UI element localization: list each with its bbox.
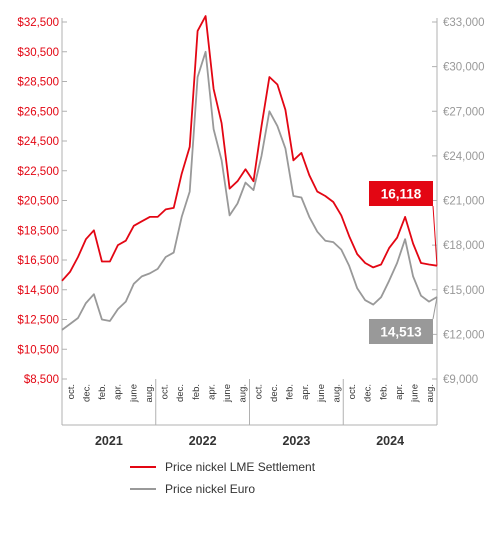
end-labels: 16,118 14,513 bbox=[369, 181, 438, 344]
right-axis-tick-label: €27,000 bbox=[443, 106, 485, 118]
x-axis-month-label: apr. bbox=[206, 384, 217, 400]
x-axis-month-label: june bbox=[316, 384, 327, 403]
left-axis-tick-label: $28,500 bbox=[17, 77, 59, 89]
legend-item-euro: Price nickel Euro bbox=[130, 478, 315, 500]
x-axis-month-label: aug. bbox=[144, 384, 155, 403]
x-axis-month-label: apr. bbox=[113, 384, 124, 400]
x-axis-month-label: june bbox=[222, 384, 233, 403]
x-axis-month-label: june bbox=[410, 384, 421, 403]
x-axis-month-label: dec. bbox=[269, 384, 280, 402]
left-axis-tick-label: $18,500 bbox=[17, 225, 59, 237]
x-axis-month-label: dec. bbox=[81, 384, 92, 402]
x-axis-month-label: june bbox=[128, 384, 139, 403]
end-label-euro: 14,513 bbox=[380, 325, 422, 340]
left-axis-tick-label: $32,500 bbox=[17, 17, 59, 29]
series-line-euro bbox=[61, 50, 438, 331]
x-axis-month-label: oct. bbox=[66, 384, 77, 399]
legend-label-lme: Price nickel LME Settlement bbox=[165, 460, 316, 474]
x-axis-month-label: dec. bbox=[363, 384, 374, 402]
x-axis-month-label: oct. bbox=[347, 384, 358, 399]
x-axis-year-label: 2021 bbox=[95, 434, 123, 448]
right-axis-tick-label: €33,000 bbox=[443, 17, 485, 29]
left-axis-tick-label: $30,500 bbox=[17, 47, 59, 59]
right-axis-tick-label: €12,000 bbox=[443, 329, 485, 341]
series-layer bbox=[61, 15, 438, 331]
x-axis-month-label: feb. bbox=[97, 384, 108, 400]
x-axis-month-label: aug. bbox=[425, 384, 436, 403]
left-axis-tick-label: $20,500 bbox=[17, 196, 59, 208]
right-axis-tick-label: €24,000 bbox=[443, 151, 485, 163]
legend-item-lme: Price nickel LME Settlement bbox=[130, 456, 315, 478]
x-axis-month-label: apr. bbox=[300, 384, 311, 400]
x-axis-year-label: 2023 bbox=[282, 434, 310, 448]
x-axis-month-label: oct. bbox=[253, 384, 264, 399]
series-line-lme-settlement bbox=[61, 15, 438, 282]
left-axis-tick-label: $14,500 bbox=[17, 285, 59, 297]
right-axis-tick-label: €18,000 bbox=[443, 240, 485, 252]
x-axis-month-label: oct. bbox=[160, 384, 171, 399]
x-axis-month-label: feb. bbox=[285, 384, 296, 400]
left-axis-tick-label: $8,500 bbox=[24, 374, 59, 386]
end-label-connector-euro bbox=[432, 296, 438, 320]
right-axis-tick-label: €30,000 bbox=[443, 62, 485, 74]
x-axis-month-label: dec. bbox=[175, 384, 186, 402]
left-axis-tick-label: $10,500 bbox=[17, 344, 59, 356]
x-axis-month-label: feb. bbox=[378, 384, 389, 400]
right-axis-tick-label: €21,000 bbox=[443, 196, 485, 208]
left-axis-tick-label: $26,500 bbox=[17, 106, 59, 118]
x-axis-year-label: 2024 bbox=[376, 434, 404, 448]
end-label-lme: 16,118 bbox=[381, 187, 422, 202]
x-axis-month-label: aug. bbox=[331, 384, 342, 403]
x-axis-month-label: aug. bbox=[238, 384, 249, 403]
end-label-box-lme bbox=[369, 181, 433, 206]
left-axis-tick-label: $22,500 bbox=[17, 166, 59, 178]
x-axis-month-label: apr. bbox=[394, 384, 405, 400]
left-axis: $8,500 $10,500 $12,500 $14,500 $16,500 $18,50… bbox=[17, 17, 67, 386]
left-axis-tick-label: $16,500 bbox=[17, 255, 59, 267]
legend-swatch-lme bbox=[130, 466, 156, 468]
end-label-box-euro bbox=[369, 319, 433, 344]
legend: Price nickel LME Settlement Price nickel… bbox=[130, 456, 315, 500]
right-axis: €9,000 €12,000 €15,000 €18,000 €21,000 €24,00… bbox=[432, 17, 485, 386]
left-axis-tick-label: $12,500 bbox=[17, 315, 59, 327]
left-axis-tick-label: $24,500 bbox=[17, 136, 59, 148]
x-axis-month-label: feb. bbox=[191, 384, 202, 400]
end-label-connector-lme bbox=[432, 205, 438, 266]
x-axis-year-label: 2022 bbox=[189, 434, 217, 448]
right-axis-tick-label: €15,000 bbox=[443, 285, 485, 297]
x-axis: oct. dec. feb. apr. june aug. oct. dec. feb. apr.… bbox=[61, 379, 438, 448]
legend-label-euro: Price nickel Euro bbox=[165, 482, 256, 496]
legend-swatch-euro bbox=[130, 488, 156, 490]
right-axis-tick-label: €9,000 bbox=[443, 374, 478, 386]
